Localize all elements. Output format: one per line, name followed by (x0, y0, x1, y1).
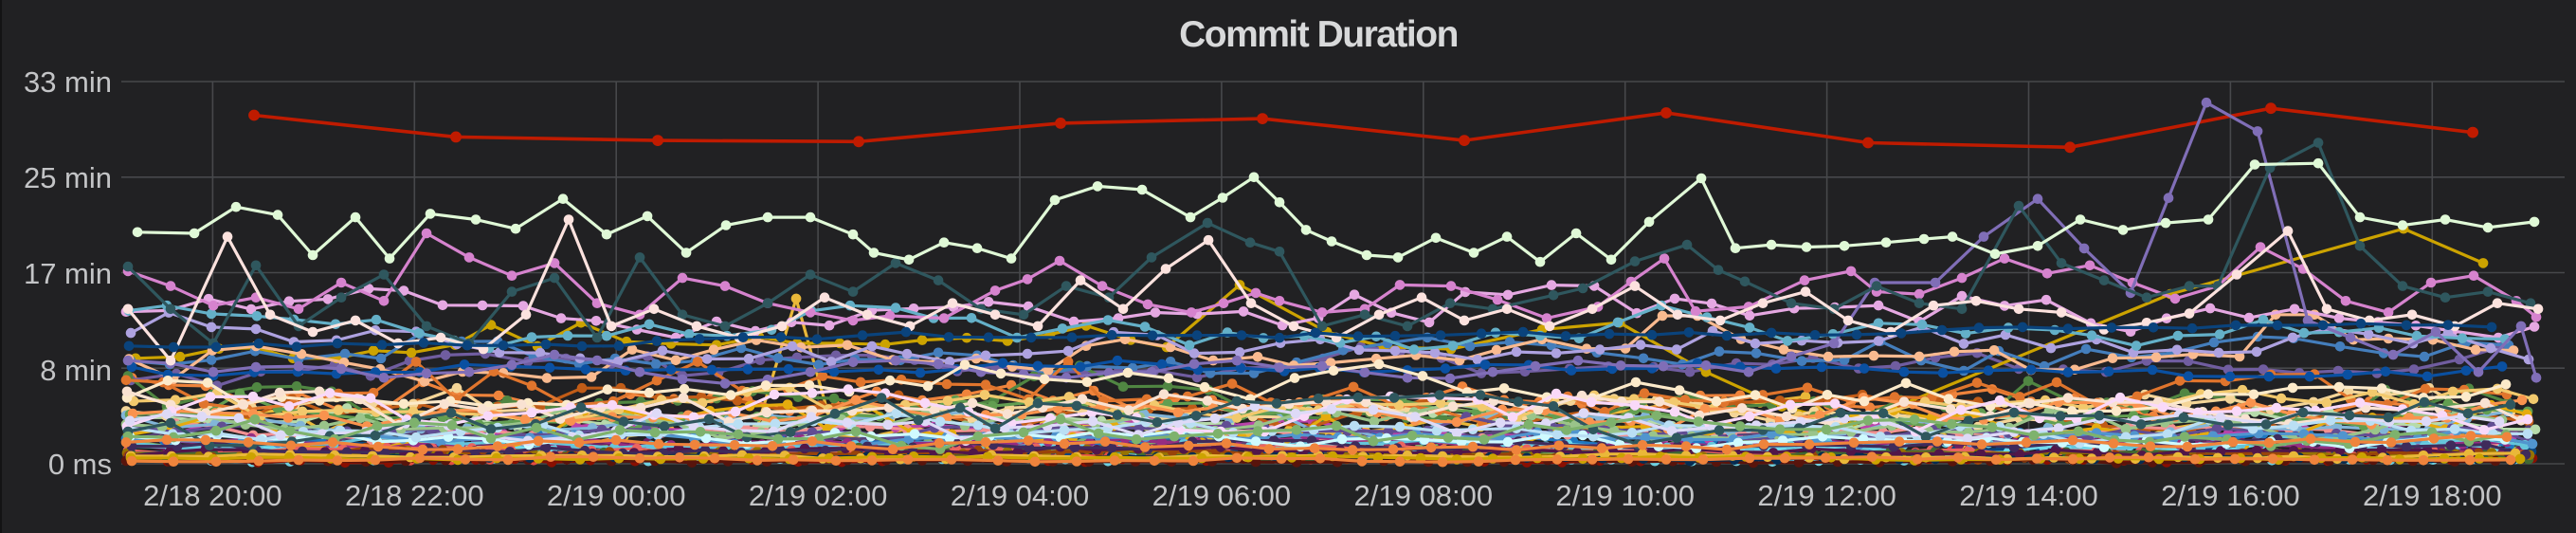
svg-text:2/19 12:00: 2/19 12:00 (1757, 479, 1896, 512)
svg-text:2/18 22:00: 2/18 22:00 (345, 479, 484, 512)
svg-text:2/19 08:00: 2/19 08:00 (1354, 479, 1494, 512)
svg-text:2/19 16:00: 2/19 16:00 (2161, 479, 2300, 512)
svg-text:2/19 04:00: 2/19 04:00 (951, 479, 1090, 512)
svg-text:2/19 06:00: 2/19 06:00 (1152, 479, 1292, 512)
svg-text:2/19 14:00: 2/19 14:00 (1959, 479, 2098, 512)
svg-text:0 ms: 0 ms (48, 448, 112, 481)
svg-text:33 min: 33 min (24, 65, 112, 99)
svg-text:25 min: 25 min (24, 161, 112, 194)
svg-text:2/19 10:00: 2/19 10:00 (1555, 479, 1695, 512)
svg-text:17 min: 17 min (24, 257, 112, 290)
svg-text:8 min: 8 min (40, 354, 112, 387)
svg-text:2/19 02:00: 2/19 02:00 (749, 479, 888, 512)
svg-text:2/18 20:00: 2/18 20:00 (143, 479, 282, 512)
svg-text:Commit Duration: Commit Duration (1179, 14, 1458, 55)
svg-text:2/19 00:00: 2/19 00:00 (547, 479, 686, 512)
svg-text:2/19 18:00: 2/19 18:00 (2363, 479, 2502, 512)
